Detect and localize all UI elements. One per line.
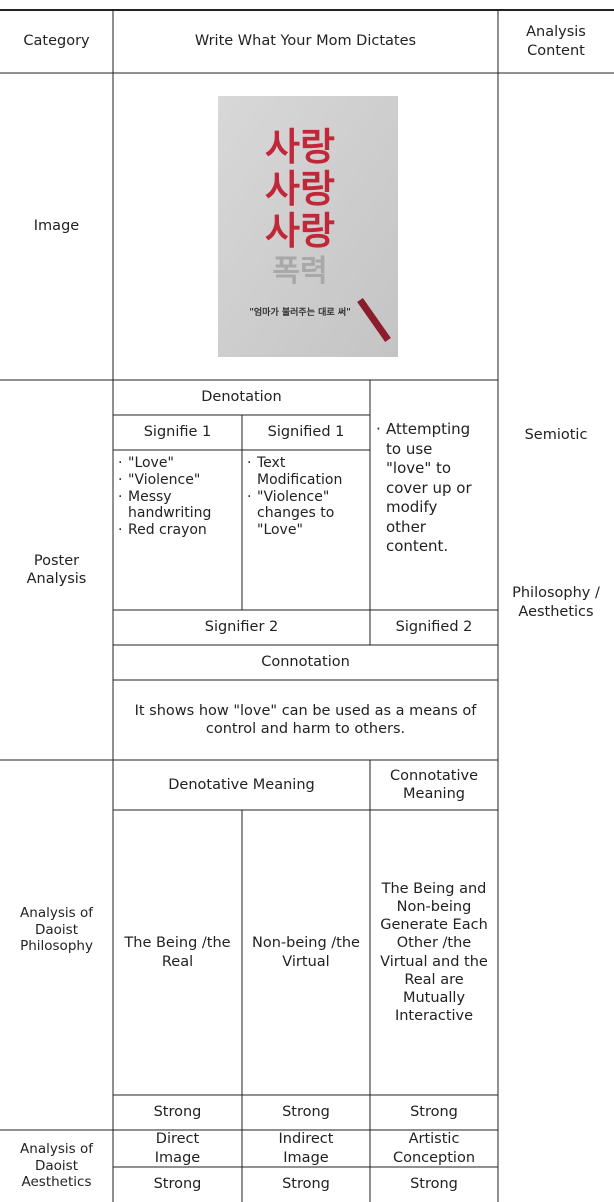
row-label: Analysis of Daoist Philosophy: [20, 904, 93, 955]
cell: Denotation: [201, 389, 282, 406]
cell: Signifie 1: [143, 424, 212, 441]
poster-word: 폭력: [272, 254, 327, 289]
list: "Love" "Violence" Messy handwriting Red …: [118, 455, 240, 539]
list-item: Text Modification: [247, 455, 367, 489]
analysis-content: Philosophy / Aesthetics: [512, 585, 600, 620]
list: Text Modification "Violence" changes to …: [247, 455, 367, 539]
row-label: Image: [33, 218, 80, 235]
crayon: [357, 297, 391, 343]
header-cell: Analysis Content: [526, 24, 586, 59]
cell: Connotative Meaning: [389, 767, 479, 802]
cell: Connotation: [261, 654, 350, 671]
cell: Non-being /the Virtual: [252, 935, 360, 970]
cell: It shows how "love" can be used as a mea…: [134, 702, 477, 737]
cell: Strong: [282, 1176, 330, 1193]
cell: Signified 1: [267, 424, 345, 441]
analysis-content: Semiotic: [524, 426, 588, 443]
cell: The Being and Non-being Generate Each Ot…: [380, 881, 488, 1024]
cell: Indirect Image: [278, 1131, 334, 1166]
cell: Denotative Meaning: [168, 776, 315, 793]
cell: Strong: [410, 1104, 458, 1121]
cell: Direct Image: [154, 1131, 201, 1166]
list-item: "Violence" changes to "Love": [247, 489, 367, 539]
row-label: Analysis of Daoist Aesthetics: [20, 1140, 93, 1191]
list-item: Messy handwriting: [118, 489, 240, 523]
list-item: Red crayon: [118, 522, 240, 539]
poster-word: 사랑: [265, 208, 335, 253]
poster-word: 사랑: [265, 124, 335, 169]
row-label: Poster Analysis: [26, 552, 87, 587]
poster-subtitle: "엄마가 불러주는 대로 써": [249, 306, 351, 318]
cell: Strong: [153, 1176, 202, 1193]
list-item: Attempting to use "love" to cover up or …: [376, 420, 476, 557]
cell: Artistic Conception: [392, 1131, 476, 1166]
list-item: "Violence": [118, 472, 240, 489]
cell: Signifier 2: [204, 619, 279, 636]
poster-word: 사랑: [265, 166, 335, 211]
cell: Strong: [153, 1104, 202, 1121]
header-cell: Write What Your Mom Dictates: [194, 33, 417, 50]
list-item: "Love": [118, 455, 240, 472]
cell: Strong: [282, 1104, 330, 1121]
list: Attempting to use "love" to cover up or …: [376, 420, 476, 557]
cell: The Being /the Real: [124, 935, 231, 970]
header-cell: Category: [23, 33, 90, 50]
cell: Strong: [410, 1176, 458, 1193]
cell: Signified 2: [395, 619, 473, 636]
